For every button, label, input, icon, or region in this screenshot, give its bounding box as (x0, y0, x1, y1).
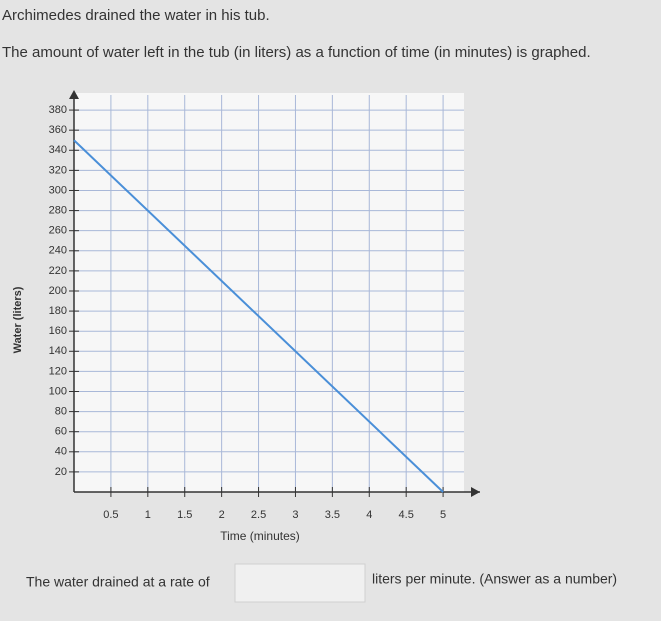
y-tick-label: 280 (49, 204, 67, 216)
y-axis-arrow (69, 90, 79, 99)
question-prefix: The water drained at a rate of (26, 574, 210, 590)
x-tick-label: 2.5 (251, 509, 266, 521)
x-tick-label: 3.5 (325, 509, 340, 521)
question-suffix: liters per minute. (Answer as a number) (372, 571, 617, 587)
x-tick-label: 4 (366, 509, 372, 521)
answer-input[interactable] (234, 563, 366, 603)
y-tick-label: 60 (55, 426, 67, 438)
y-tick-label: 160 (49, 325, 67, 337)
y-tick-label: 380 (49, 104, 67, 116)
y-tick-label: 180 (49, 305, 67, 317)
x-tick-label: 3 (292, 509, 298, 521)
y-tick-label: 100 (49, 385, 67, 397)
y-tick-label: 200 (49, 285, 67, 297)
x-tick-label: 0.5 (103, 509, 118, 521)
y-tick-label: 140 (49, 345, 67, 357)
y-tick-label: 240 (49, 245, 67, 257)
chart-subtitle: The amount of water left in the tub (in … (2, 44, 591, 61)
y-tick-label: 360 (49, 124, 67, 136)
plot-area (74, 93, 464, 492)
x-axis-arrow (471, 487, 480, 497)
y-tick-label: 320 (49, 164, 67, 176)
x-tick-label: 1.5 (177, 509, 192, 521)
y-tick-label: 80 (55, 406, 67, 418)
y-tick-label: 340 (49, 144, 67, 156)
y-tick-label: 120 (49, 365, 67, 377)
y-tick-label: 40 (55, 446, 67, 458)
y-tick-label: 220 (49, 265, 67, 277)
x-axis-label: Time (minutes) (220, 529, 300, 543)
x-tick-label: 1 (145, 509, 151, 521)
y-axis-label: Water (liters) (12, 286, 24, 353)
y-tick-label: 300 (49, 184, 67, 196)
y-tick-label: 20 (55, 466, 67, 478)
x-tick-label: 4.5 (399, 509, 414, 521)
x-tick-label: 2 (219, 509, 225, 521)
data-line (73, 139, 444, 493)
x-tick-label: 5 (440, 509, 446, 521)
y-tick-label: 260 (49, 225, 67, 237)
chart-title: Archimedes drained the water in his tub. (2, 7, 270, 24)
plot-layer: 2040608010012014016018020022024026028030… (49, 90, 480, 521)
